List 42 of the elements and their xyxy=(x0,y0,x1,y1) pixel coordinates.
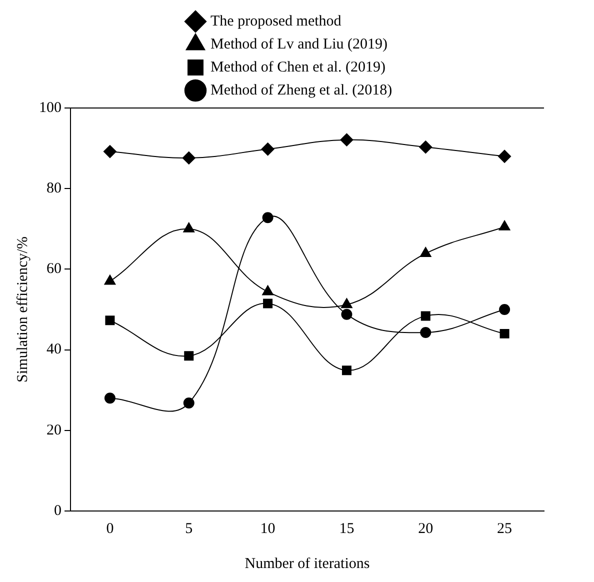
point xyxy=(498,150,512,163)
legend-label: Method of Lv and Liu (2019) xyxy=(210,36,388,52)
y-tick-label: 80 xyxy=(46,180,62,197)
point xyxy=(500,328,510,338)
y-tick-label: 60 xyxy=(46,261,62,278)
point xyxy=(262,212,274,224)
y-tick-label: 20 xyxy=(46,422,62,438)
point xyxy=(420,326,432,338)
x-tick-label: 15 xyxy=(339,520,354,537)
point xyxy=(263,298,273,308)
x-tick-label: 25 xyxy=(497,520,512,537)
point xyxy=(262,285,274,296)
point xyxy=(183,397,194,408)
x-axis-title: Number of iterations xyxy=(244,556,370,572)
point xyxy=(420,246,432,257)
legend-label: Method of Chen et al. (2019) xyxy=(210,59,386,76)
point xyxy=(420,311,430,321)
point xyxy=(104,274,116,285)
point xyxy=(104,392,116,404)
x-tick-label: 10 xyxy=(260,520,276,537)
point xyxy=(340,133,354,146)
legend-label: The proposed method xyxy=(210,13,342,30)
point xyxy=(261,142,274,156)
point xyxy=(341,308,352,320)
point xyxy=(499,304,510,315)
point xyxy=(419,140,432,154)
point xyxy=(342,366,352,376)
x-tick-label: 0 xyxy=(106,520,114,537)
y-tick-label: 0 xyxy=(54,502,62,519)
point xyxy=(183,222,195,232)
legend-label: Method of Zheng et al. (2018) xyxy=(210,82,392,98)
y-tick-label: 100 xyxy=(39,100,62,116)
point xyxy=(182,151,196,164)
y-tick-label: 40 xyxy=(46,342,62,358)
point xyxy=(105,316,115,326)
x-tick-label: 5 xyxy=(185,520,193,537)
point xyxy=(341,298,352,308)
x-tick-label: 20 xyxy=(418,520,434,537)
y-axis-title: Simulation efficiency/% xyxy=(14,236,31,382)
point xyxy=(498,220,510,230)
point xyxy=(103,145,116,158)
point xyxy=(184,351,194,361)
